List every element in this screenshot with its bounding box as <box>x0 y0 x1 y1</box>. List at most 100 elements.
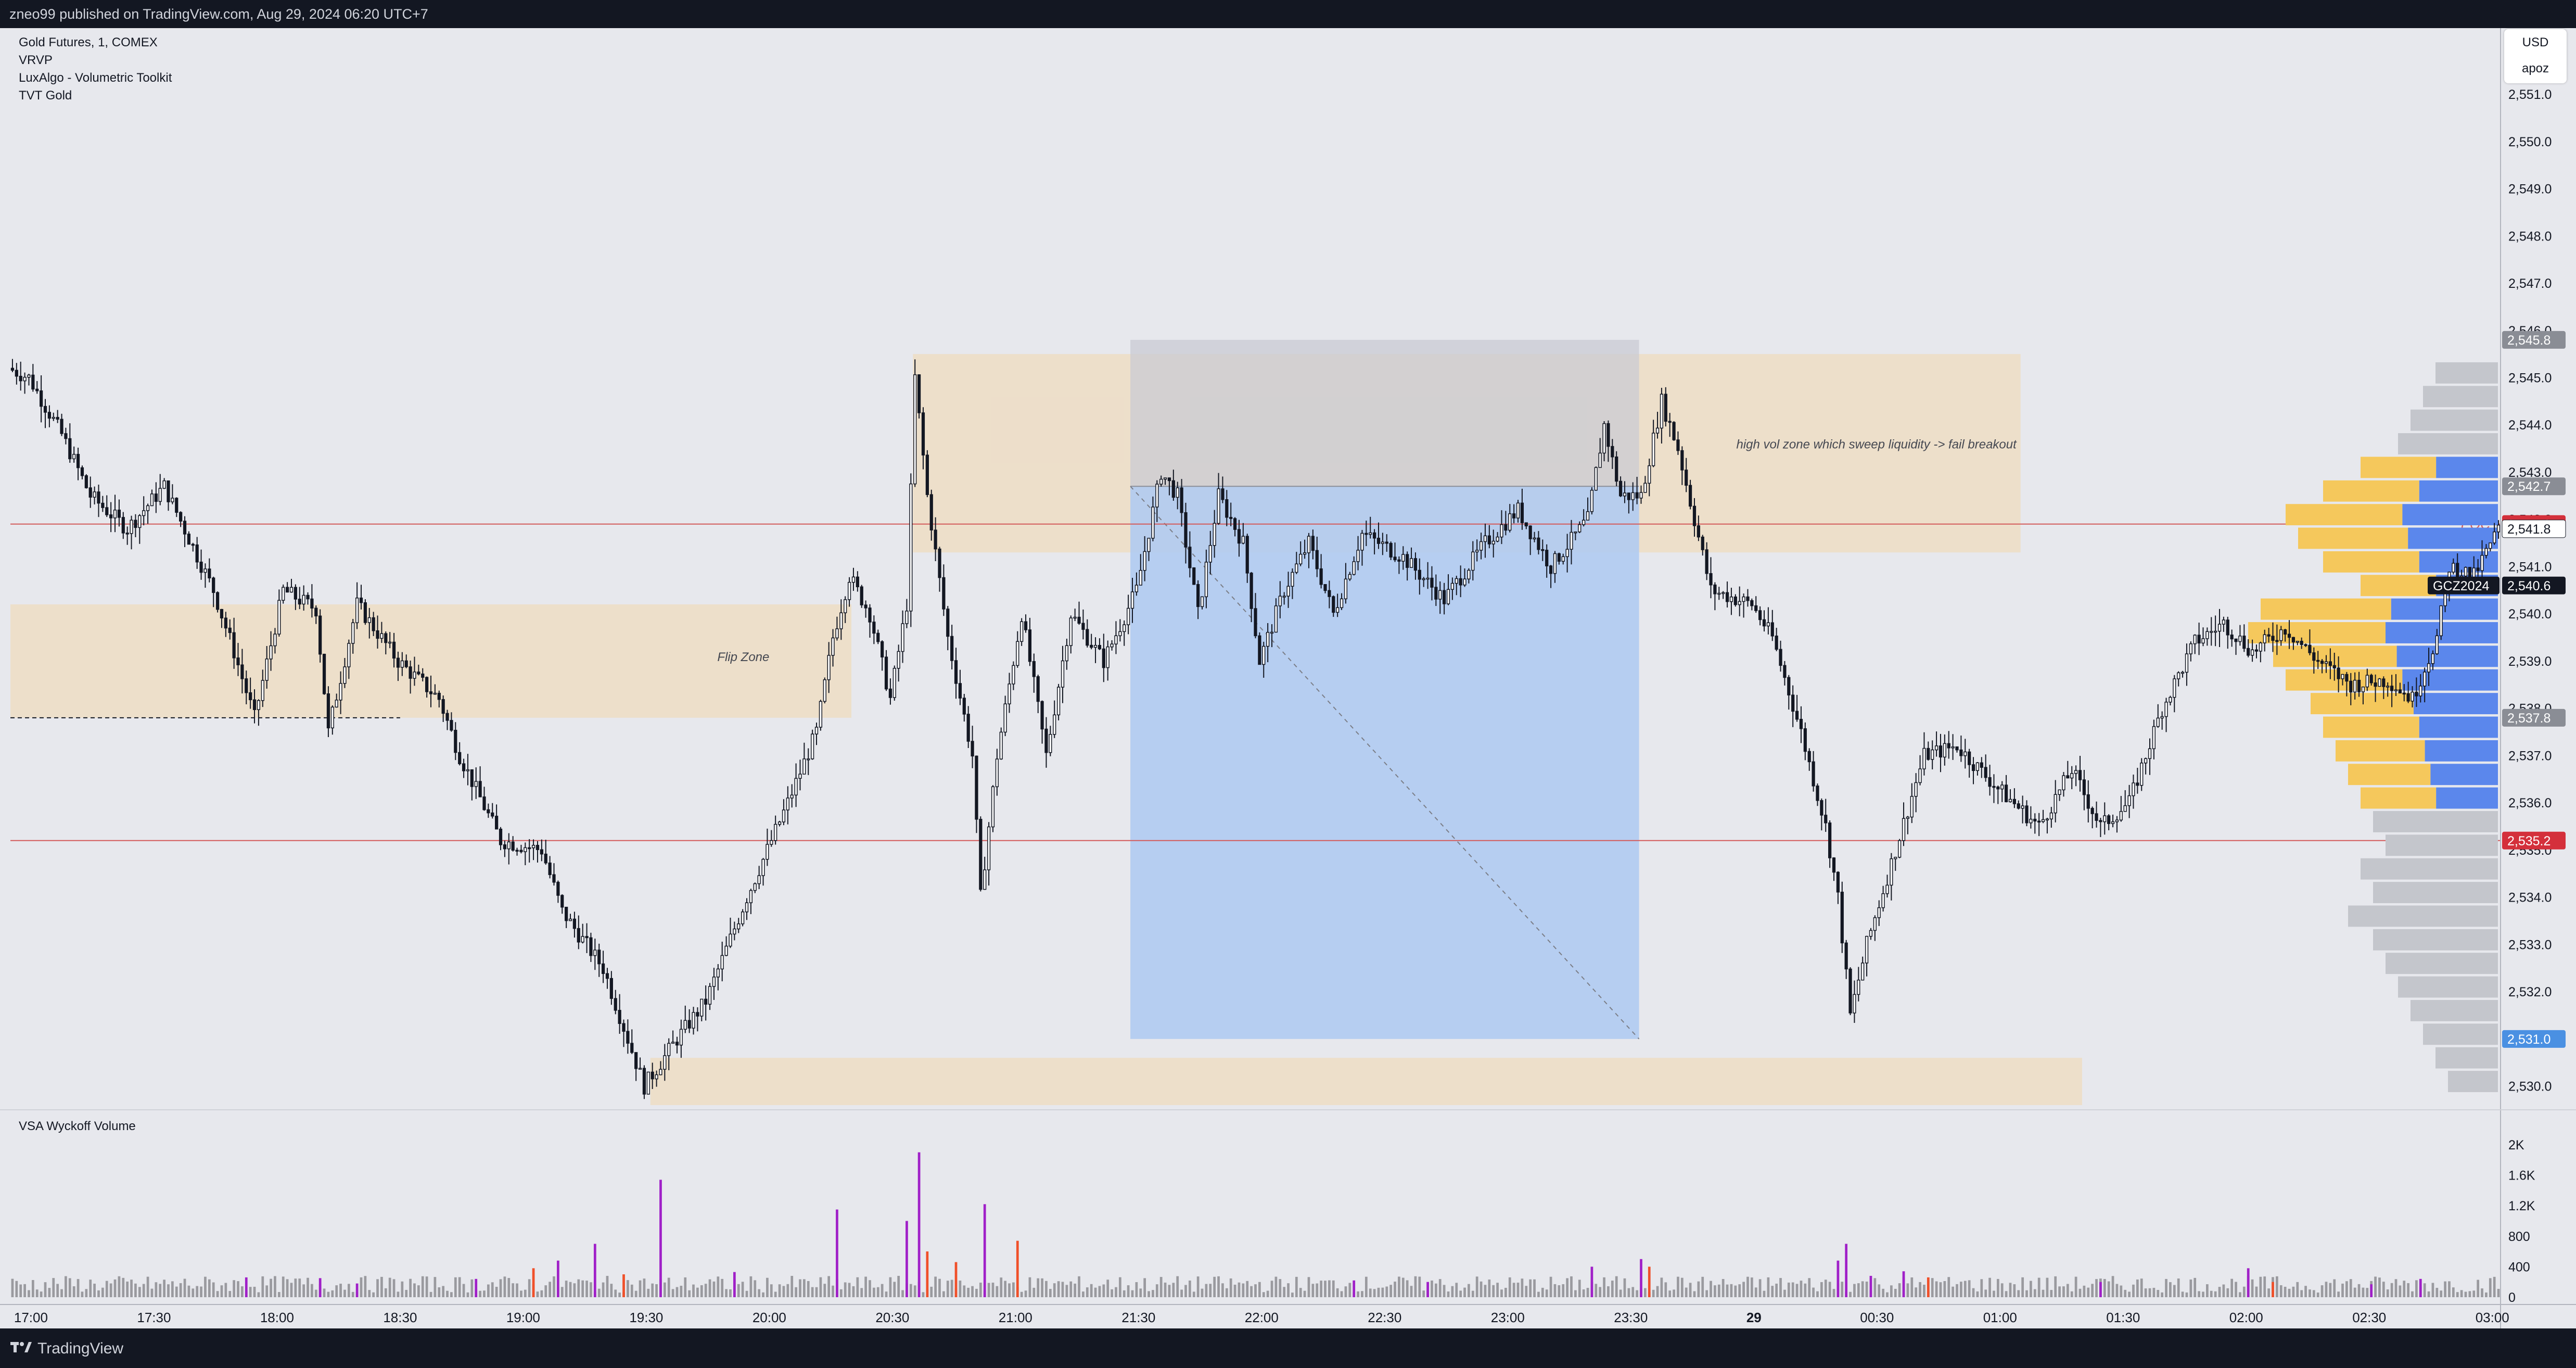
volume-bar <box>1721 1279 1725 1297</box>
candle-body <box>269 645 273 660</box>
candle-body <box>273 634 277 647</box>
tradingview-brand[interactable]: TradingView <box>10 1340 123 1358</box>
volume-bar <box>1180 1289 1183 1297</box>
volume-spike-bar <box>906 1221 908 1297</box>
volume-bar <box>384 1288 387 1297</box>
candle-body <box>1332 596 1335 613</box>
price-label: 2,545.8 <box>2507 333 2551 348</box>
price-tick: 2,539.0 <box>2508 654 2552 669</box>
volume-bar <box>2066 1284 2069 1297</box>
vp-bin <box>2286 504 2403 526</box>
candle-body <box>917 374 921 413</box>
candle-body <box>1134 585 1139 592</box>
currency-unit[interactable]: USD <box>2522 35 2549 49</box>
candle-body <box>1369 532 1372 535</box>
candle-body <box>1291 572 1294 587</box>
candle-body <box>2476 567 2480 571</box>
volume-bar <box>1693 1291 1696 1297</box>
volume-bar <box>1595 1284 1598 1297</box>
volume-bar <box>200 1286 202 1297</box>
volume-bar <box>1348 1283 1351 1297</box>
volume-bar <box>274 1276 276 1297</box>
volume-bar <box>729 1289 732 1297</box>
candle-body <box>2300 641 2303 645</box>
candle-body <box>2427 663 2431 673</box>
candle-body <box>1003 703 1007 733</box>
candle-body <box>2390 686 2394 691</box>
candle-body <box>1803 728 1807 752</box>
volume-bar <box>1882 1288 1884 1297</box>
volume-bar <box>307 1277 309 1297</box>
volume-bar <box>975 1288 978 1297</box>
volume-bar <box>1488 1280 1491 1297</box>
candle-body <box>630 1043 634 1053</box>
volume-bar <box>1184 1285 1187 1297</box>
candle-body <box>400 660 404 668</box>
volume-bar <box>1898 1283 1901 1297</box>
candle-body <box>2312 652 2316 661</box>
candle-body <box>1139 569 1142 586</box>
vp-bin <box>2423 1023 2498 1045</box>
volume-bar <box>1996 1278 1999 1297</box>
vp-bin <box>2398 976 2498 998</box>
volume-bar <box>159 1284 162 1297</box>
legend-indicator-vrvp[interactable]: VRVP <box>19 53 53 67</box>
candle-body <box>1746 596 1750 601</box>
candle-body <box>712 977 716 987</box>
candle-body <box>1885 884 1889 894</box>
currency-user[interactable]: apoz <box>2521 61 2549 75</box>
candle-body <box>458 752 462 764</box>
volume-bar <box>1373 1289 1376 1297</box>
candle-body <box>2127 795 2131 806</box>
volume-bar <box>1283 1287 1286 1297</box>
volume-bar <box>1238 1282 1241 1297</box>
price-axis[interactable]: 2,530.0 2,531.0 2,532.0 2,533.0 2,534.0 2,535… <box>2500 28 2576 1328</box>
candle-body <box>777 821 782 825</box>
candle-body <box>511 841 515 851</box>
volume-bar <box>2058 1286 2061 1297</box>
volume-bar <box>1993 1290 1995 1297</box>
price-label-bg <box>2502 576 2566 594</box>
legend-indicator-luxalgo[interactable]: LuxAlgo - Volumetric Toolkit <box>19 71 172 85</box>
volume-bar <box>1832 1289 1835 1297</box>
volume-bar <box>1968 1280 1971 1297</box>
candle-body <box>351 622 355 644</box>
volume-bar <box>11 1278 14 1297</box>
candle-body <box>1791 694 1795 712</box>
candle-body <box>2008 799 2012 803</box>
candle-body <box>421 673 425 678</box>
candle-body <box>261 680 264 701</box>
candle-body <box>1733 596 1737 605</box>
candle-body <box>2357 679 2361 692</box>
volume-bar <box>2230 1278 2234 1297</box>
currency-box[interactable]: USD apoz <box>2504 29 2567 83</box>
time-axis[interactable]: 17:00 17:30 18:00 18:30 19:00 19:30 20:00 20:30… <box>0 1304 2576 1325</box>
volume-bar <box>1795 1284 1799 1297</box>
candle-body <box>1545 550 1549 566</box>
legend-indicator-tvt[interactable]: TVT Gold <box>19 88 72 103</box>
candle-body <box>1758 610 1762 620</box>
volume-bar <box>708 1279 711 1297</box>
legend-symbol[interactable]: Gold Futures, 1, COMEX <box>19 35 158 49</box>
volume-bar <box>1484 1285 1487 1297</box>
candle-body <box>1069 617 1073 646</box>
volume-bar <box>1410 1286 1413 1297</box>
candle-body <box>1065 645 1068 662</box>
candle-body <box>215 592 220 610</box>
volume-bar <box>737 1284 740 1297</box>
candle-body <box>2423 672 2427 687</box>
volume-bar <box>909 1284 912 1297</box>
legend-volume-pane[interactable]: VSA Wyckoff Volume <box>19 1119 136 1133</box>
candle-body <box>929 494 933 530</box>
volume-bar <box>216 1291 219 1297</box>
volume-bar <box>1890 1285 1893 1297</box>
vp-bin <box>2323 551 2419 573</box>
volume-bar <box>987 1283 990 1297</box>
volume-bar <box>470 1279 474 1297</box>
volume-bar <box>803 1279 806 1297</box>
volume-bar <box>2025 1290 2028 1297</box>
candle-body <box>2254 649 2259 652</box>
candle-body <box>1762 619 1766 627</box>
candle-body <box>1914 782 1918 797</box>
